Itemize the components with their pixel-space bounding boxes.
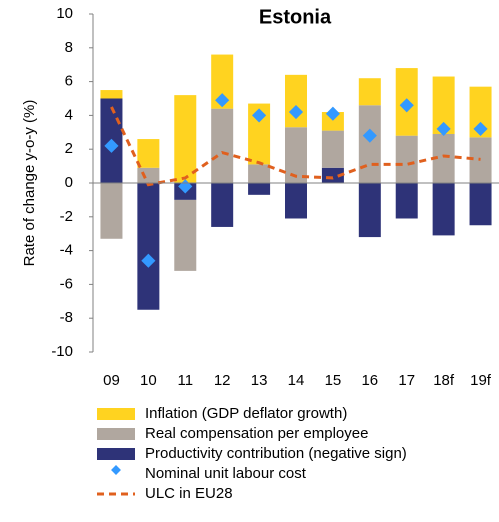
y-tick-label: 2 (65, 140, 73, 157)
bar (395, 183, 418, 219)
bar (432, 183, 455, 236)
bar (248, 103, 271, 165)
bar (432, 76, 455, 134)
bar (137, 183, 160, 310)
x-tick-label: 17 (398, 372, 415, 389)
bar (432, 133, 455, 183)
marker (473, 121, 488, 136)
y-tick-label: 4 (65, 106, 73, 123)
marker (362, 128, 377, 143)
y-tick-label: 10 (56, 5, 73, 22)
bar (395, 135, 418, 183)
legend-label: Nominal unit labour cost (145, 465, 307, 482)
bar (469, 86, 492, 138)
bar (137, 167, 160, 183)
legend-swatch (97, 428, 135, 440)
marker (325, 106, 340, 121)
y-axis-label: Rate of change y-o-y (%) (21, 100, 38, 267)
x-tick-label: 11 (177, 372, 193, 389)
x-tick-label: 15 (325, 372, 342, 389)
bar (358, 78, 381, 106)
bar (469, 137, 492, 183)
bar (285, 127, 307, 183)
bar (248, 183, 271, 195)
x-tick-label: 18f (433, 372, 455, 389)
bar (358, 105, 381, 183)
legend-label: Real compensation per employee (145, 425, 368, 442)
legend-label: Productivity contribution (negative sign… (145, 445, 407, 462)
x-tick-label: 19f (470, 372, 492, 389)
y-tick-label: -10 (51, 343, 73, 360)
legend-label: Inflation (GDP deflator growth) (145, 405, 347, 422)
bar (321, 167, 344, 183)
bar (285, 183, 307, 219)
x-tick-label: 10 (140, 372, 157, 389)
x-tick-label: 12 (214, 372, 231, 389)
bar (358, 183, 381, 238)
bar (100, 183, 123, 239)
y-tick-label: 8 (65, 39, 73, 56)
bar (211, 183, 234, 227)
x-tick-label: 09 (103, 372, 120, 389)
x-tick-label: 14 (288, 372, 305, 389)
legend-swatch (97, 448, 135, 460)
bar (321, 130, 344, 168)
marker (288, 104, 304, 120)
bar (469, 183, 492, 226)
marker (436, 121, 451, 136)
marker (141, 253, 156, 268)
y-tick-label: -2 (60, 208, 73, 225)
bar (285, 74, 307, 128)
y-tick-label: 0 (65, 174, 73, 191)
bar (100, 90, 123, 99)
marker (399, 98, 414, 113)
y-tick-label: -4 (60, 242, 73, 259)
y-tick-label: -8 (60, 309, 73, 326)
chart-title: Estonia (259, 6, 332, 28)
bar (174, 199, 197, 271)
y-tick-label: 6 (65, 73, 73, 90)
bar (248, 164, 271, 183)
legend-swatch (97, 408, 135, 420)
x-tick-label: 13 (251, 372, 268, 389)
line (110, 106, 481, 187)
bar (321, 112, 344, 131)
bar (211, 108, 234, 183)
x-tick-label: 16 (361, 372, 378, 389)
legend-swatch (111, 465, 121, 475)
legend-label: ULC in EU28 (145, 485, 233, 502)
bar (211, 54, 234, 109)
bar (137, 139, 160, 168)
bar (174, 95, 197, 183)
y-tick-label: -6 (60, 275, 73, 292)
